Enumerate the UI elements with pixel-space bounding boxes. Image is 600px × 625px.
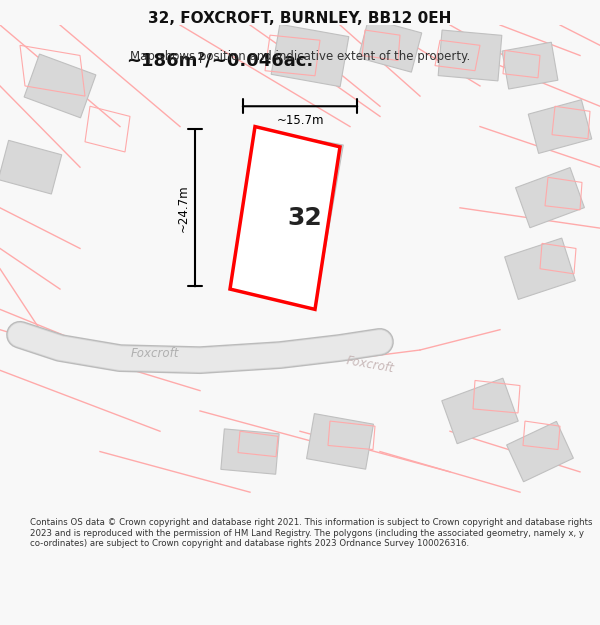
Text: 32: 32 xyxy=(287,206,322,230)
Text: 32, FOXCROFT, BURNLEY, BB12 0EH: 32, FOXCROFT, BURNLEY, BB12 0EH xyxy=(148,11,452,26)
Polygon shape xyxy=(502,42,558,89)
Polygon shape xyxy=(237,131,343,305)
Polygon shape xyxy=(515,168,584,228)
Polygon shape xyxy=(505,238,575,299)
Polygon shape xyxy=(438,30,502,81)
Text: Map shows position and indicative extent of the property.: Map shows position and indicative extent… xyxy=(130,50,470,62)
Polygon shape xyxy=(528,100,592,153)
Polygon shape xyxy=(358,19,422,72)
Text: ~24.7m: ~24.7m xyxy=(176,184,190,232)
Text: Contains OS data © Crown copyright and database right 2021. This information is : Contains OS data © Crown copyright and d… xyxy=(30,518,593,548)
Text: ~186m²/~0.046ac.: ~186m²/~0.046ac. xyxy=(127,51,314,69)
Polygon shape xyxy=(271,24,349,87)
Polygon shape xyxy=(24,54,96,118)
Polygon shape xyxy=(0,141,62,194)
Polygon shape xyxy=(230,126,340,309)
Text: ~15.7m: ~15.7m xyxy=(276,114,324,127)
Polygon shape xyxy=(221,429,279,474)
Polygon shape xyxy=(307,414,373,469)
Polygon shape xyxy=(506,421,574,482)
Text: Foxcroft: Foxcroft xyxy=(131,346,179,359)
Polygon shape xyxy=(442,378,518,444)
Text: Foxcroft: Foxcroft xyxy=(345,354,395,376)
